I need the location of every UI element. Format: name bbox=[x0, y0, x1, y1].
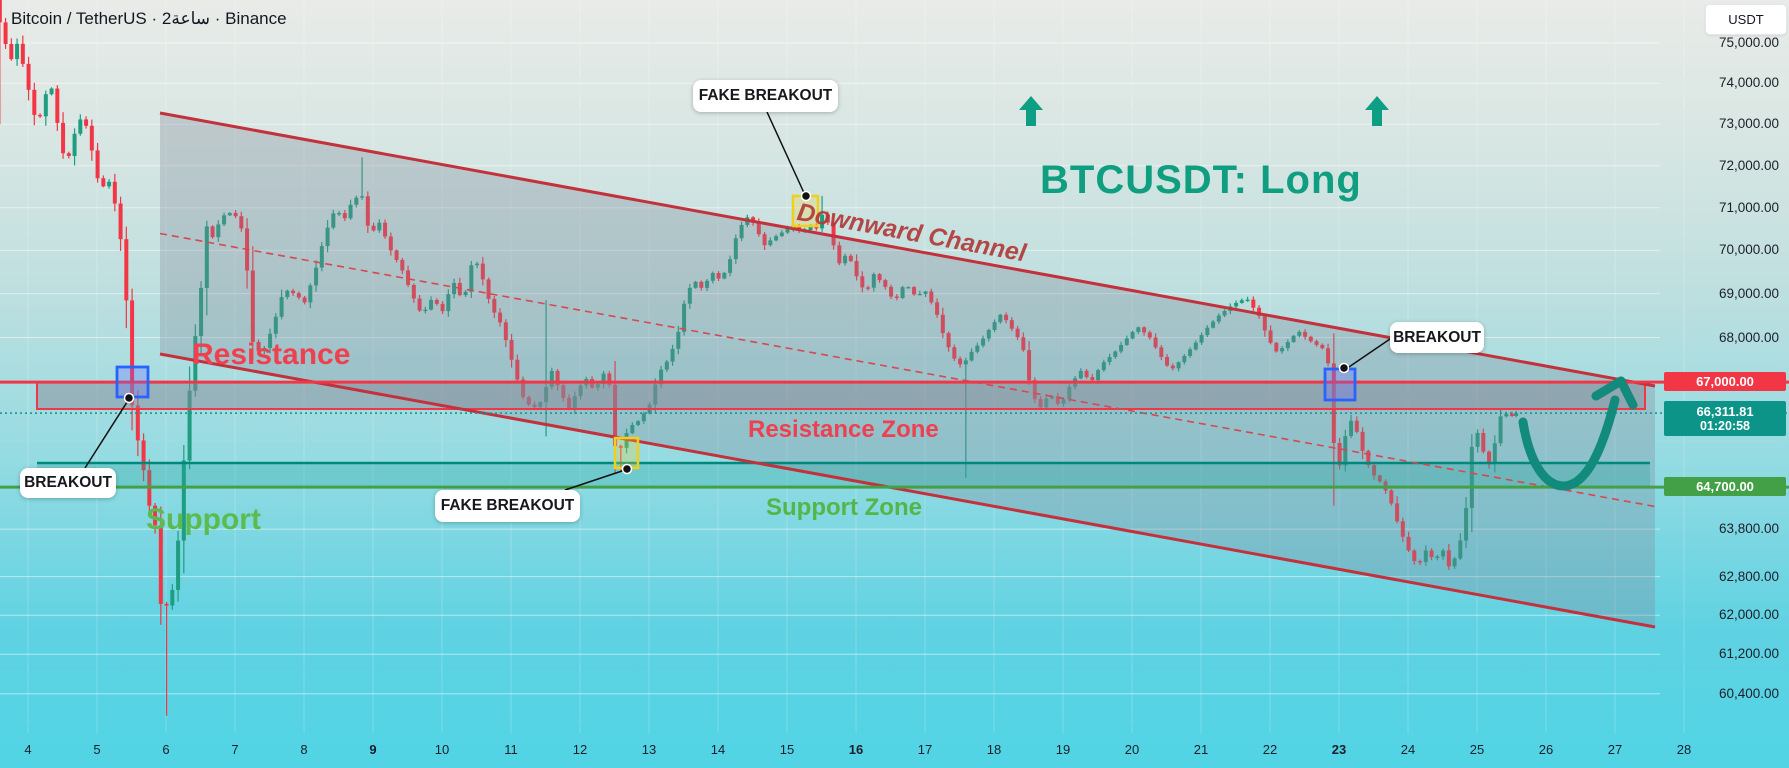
price-tick: 60,400.00 bbox=[1718, 685, 1779, 701]
resistance-zone-text[interactable]: Resistance Zone bbox=[748, 416, 939, 443]
date-tick: 21 bbox=[1193, 742, 1209, 757]
gridlines bbox=[0, 0, 1685, 733]
date-tick: 14 bbox=[710, 742, 726, 757]
price-tick: 68,000.00 bbox=[1718, 329, 1779, 345]
fake-breakout-box-2[interactable] bbox=[613, 436, 640, 470]
date-tick: 12 bbox=[572, 742, 588, 757]
date-tick: 23 bbox=[1331, 742, 1347, 757]
resistance-text[interactable]: Resistance bbox=[192, 338, 351, 371]
date-tick: 28 bbox=[1676, 742, 1692, 757]
date-tick: 27 bbox=[1607, 742, 1623, 757]
date-tick: 20 bbox=[1124, 742, 1140, 757]
date-tick: 25 bbox=[1469, 742, 1485, 757]
date-tick: 4 bbox=[24, 742, 32, 757]
last-price-value: 66,311.81 bbox=[1696, 404, 1754, 420]
breakout-box-1[interactable] bbox=[115, 365, 150, 399]
up-arrow-icon-2[interactable] bbox=[1365, 96, 1389, 126]
bounce-arrow[interactable] bbox=[1518, 395, 1620, 491]
callout-dot-4 bbox=[621, 463, 633, 475]
price-tick: 69,000.00 bbox=[1718, 285, 1779, 301]
price-tick: 71,000.00 bbox=[1718, 199, 1779, 215]
price-tick: 62,800.00 bbox=[1718, 568, 1779, 584]
price-tick: 72,000.00 bbox=[1718, 157, 1779, 173]
breakout-box-2[interactable] bbox=[1323, 367, 1357, 402]
date-tick: 22 bbox=[1262, 742, 1278, 757]
idea-title-text[interactable]: BTCUSDT: Long bbox=[1040, 158, 1362, 202]
support-zone-text[interactable]: Support Zone bbox=[766, 494, 922, 521]
breakout-label-1[interactable]: BREAKOUT bbox=[20, 468, 116, 498]
date-tick: 16 bbox=[848, 742, 864, 757]
symbol-title[interactable]: Bitcoin / TetherUS · 2ساعة · Binance bbox=[11, 9, 287, 28]
resistance-price-badge: 67,000.00 bbox=[1664, 372, 1786, 392]
callout-line-4 bbox=[564, 469, 626, 491]
support-text[interactable]: Support bbox=[146, 503, 261, 536]
channel-lower-line[interactable] bbox=[159, 352, 1656, 629]
channel-mid-line bbox=[159, 232, 1656, 508]
callout-line-1 bbox=[84, 398, 130, 469]
date-tick: 19 bbox=[1055, 742, 1071, 757]
callout-line-3 bbox=[766, 111, 806, 196]
date-tick: 8 bbox=[300, 742, 308, 757]
date-tick: 6 bbox=[162, 742, 170, 757]
fake-breakout-label-1[interactable]: FAKE BREAKOUT bbox=[693, 80, 838, 112]
breakout-label-2[interactable]: BREAKOUT bbox=[1390, 322, 1484, 353]
callout-line-2 bbox=[1345, 338, 1391, 370]
currency-toggle-button[interactable]: USDT bbox=[1705, 4, 1787, 35]
resistance-zone-box[interactable] bbox=[36, 381, 1646, 410]
price-tick: 61,200.00 bbox=[1718, 646, 1779, 662]
callout-dot-1 bbox=[123, 392, 135, 404]
date-tick: 26 bbox=[1538, 742, 1554, 757]
date-tick: 13 bbox=[641, 742, 657, 757]
date-tick: 15 bbox=[779, 742, 795, 757]
price-tick: 63,800.00 bbox=[1718, 521, 1779, 537]
support-zone-box[interactable] bbox=[37, 463, 1650, 488]
callout-dot-2 bbox=[1338, 362, 1350, 374]
candle-countdown: 01:20:58 bbox=[1699, 419, 1751, 434]
price-tick: 62,000.00 bbox=[1718, 607, 1779, 623]
date-tick: 5 bbox=[93, 742, 101, 757]
callout-dot-3 bbox=[800, 190, 812, 202]
price-tick: 73,000.00 bbox=[1718, 116, 1779, 132]
fake-breakout-label-2[interactable]: FAKE BREAKOUT bbox=[435, 490, 580, 522]
date-tick: 18 bbox=[986, 742, 1002, 757]
bounce-arrowhead bbox=[1591, 376, 1626, 401]
price-tick: 75,000.00 bbox=[1718, 35, 1779, 50]
date-tick: 11 bbox=[504, 742, 518, 757]
date-tick: 17 bbox=[917, 742, 933, 757]
price-tick: 70,000.00 bbox=[1718, 242, 1779, 258]
date-tick: 24 bbox=[1400, 742, 1416, 757]
bounce-arrowhead bbox=[1616, 376, 1638, 410]
date-tick: 9 bbox=[369, 742, 377, 757]
up-arrow-icon-1[interactable] bbox=[1019, 96, 1043, 126]
support-price-badge: 64,700.00 bbox=[1664, 477, 1786, 497]
date-tick: 10 bbox=[434, 742, 450, 757]
last-price-badge: 66,311.81 01:20:58 bbox=[1664, 401, 1786, 437]
date-tick: 7 bbox=[231, 742, 239, 757]
price-tick: 74,000.00 bbox=[1718, 75, 1779, 91]
